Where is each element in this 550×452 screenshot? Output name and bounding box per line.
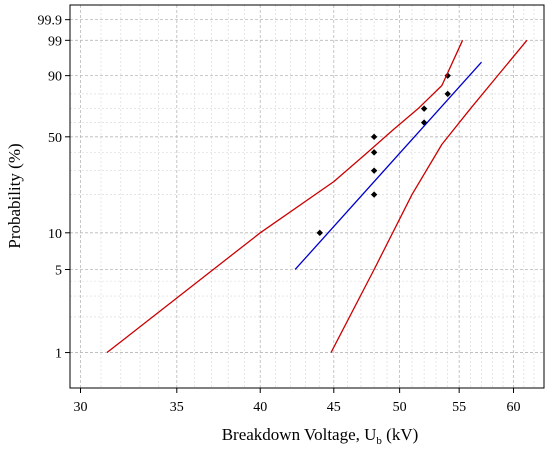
series-layer: [106, 39, 528, 354]
data-point: [316, 229, 323, 237]
y-tick-label: 5: [55, 263, 62, 278]
grid: [70, 5, 544, 388]
data-point: [370, 133, 378, 141]
x-tick-label: 50: [393, 400, 407, 415]
data-point: [370, 191, 378, 198]
y-tick-label: 10: [48, 227, 62, 242]
x-axis-title: Breakdown Voltage, Ub (kV): [222, 425, 419, 447]
data-point: [444, 90, 451, 98]
data-point: [370, 149, 378, 156]
confidence-upper-line: [106, 40, 464, 354]
plot-frame: [69, 4, 545, 389]
data-point: [420, 105, 428, 112]
y-tick-label: 1: [55, 347, 62, 362]
confidence-lower-line: [330, 39, 528, 353]
y-tick-label: 50: [48, 131, 62, 146]
x-tick-label: 60: [507, 400, 521, 415]
x-tick-label: 35: [170, 400, 184, 415]
y-tick-label: 90: [48, 70, 62, 85]
y-axis-title: Probability (%): [5, 143, 24, 248]
y-tick-label: 99: [48, 34, 62, 49]
fit-line: [294, 61, 482, 270]
y-tick-label: 99.9: [38, 14, 63, 29]
tick-labels: 30 35 40 45 50 55 60 1 5 10 50 90 99 99.9: [38, 14, 521, 415]
x-tick-label: 55: [452, 400, 466, 415]
x-tick-label: 30: [73, 400, 87, 415]
data-point: [370, 167, 378, 174]
x-tick-label: 45: [327, 400, 341, 415]
x-tick-label: 40: [253, 400, 267, 415]
